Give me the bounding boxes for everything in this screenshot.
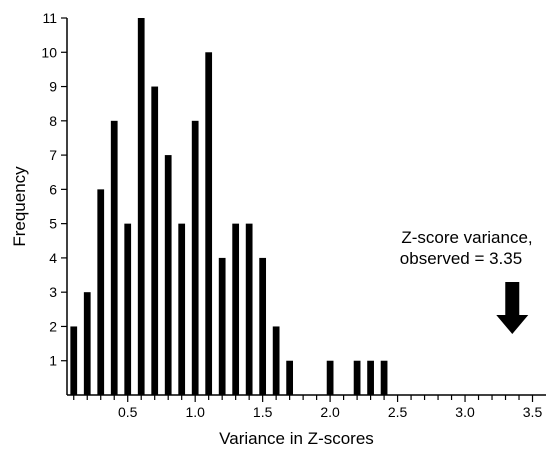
annotation-line-1: Z-score variance, xyxy=(401,228,532,247)
bar-10 xyxy=(205,52,213,395)
x-tick-label: 1.0 xyxy=(185,404,205,420)
observed-value-arrow xyxy=(496,282,529,334)
y-tick-label: 10 xyxy=(41,44,57,60)
y-tick-label: 4 xyxy=(49,250,57,266)
y-tick-label: 11 xyxy=(42,10,57,26)
bar-17 xyxy=(326,360,334,395)
bar-20 xyxy=(380,360,388,395)
x-tick-label: 2.0 xyxy=(320,404,340,420)
y-ticks-group: 1 2 3 4 5 6 7 8 9 10 11 xyxy=(41,10,67,369)
bar-3 xyxy=(110,120,118,396)
bar-6 xyxy=(151,86,159,395)
x-tick-label: 0.5 xyxy=(118,404,138,420)
y-tick-label: 8 xyxy=(49,113,57,129)
y-tick-label: 2 xyxy=(49,318,57,334)
bar-9 xyxy=(191,120,199,396)
bar-5 xyxy=(137,18,145,395)
x-ticks-group: 0.5 1.0 1.5 2.0 2.5 3.0 3.5 xyxy=(73,395,543,420)
x-tick-label: 3.0 xyxy=(455,404,475,420)
y-axis-title: Frequency xyxy=(10,166,29,247)
bar-4 xyxy=(124,223,132,395)
bar-2 xyxy=(97,189,105,395)
x-axis-title: Variance in Z-scores xyxy=(219,429,374,448)
bar-19 xyxy=(367,360,374,395)
bar-12 xyxy=(232,223,240,395)
y-tick-label: 9 xyxy=(49,79,57,95)
x-tick-label: 2.5 xyxy=(388,404,408,420)
annotation-line-2: observed = 3.35 xyxy=(400,249,522,268)
bar-16 xyxy=(286,360,294,395)
y-tick-label: 1 xyxy=(49,353,57,369)
bar-15 xyxy=(272,326,280,395)
bar-11 xyxy=(218,257,226,395)
y-tick-label: 3 xyxy=(49,284,57,300)
bar-1 xyxy=(83,292,91,395)
y-tick-label: 6 xyxy=(49,181,57,197)
bar-8 xyxy=(178,223,186,395)
bar-0 xyxy=(70,326,78,395)
x-tick-label: 3.5 xyxy=(523,404,543,420)
bar-14 xyxy=(259,257,267,395)
bar-13 xyxy=(245,223,253,395)
y-tick-label: 5 xyxy=(49,216,57,232)
x-tick-label: 1.5 xyxy=(253,404,273,420)
bars-group xyxy=(70,18,388,396)
bar-18 xyxy=(353,360,361,395)
bar-7 xyxy=(164,155,172,395)
y-tick-label: 7 xyxy=(49,147,57,163)
